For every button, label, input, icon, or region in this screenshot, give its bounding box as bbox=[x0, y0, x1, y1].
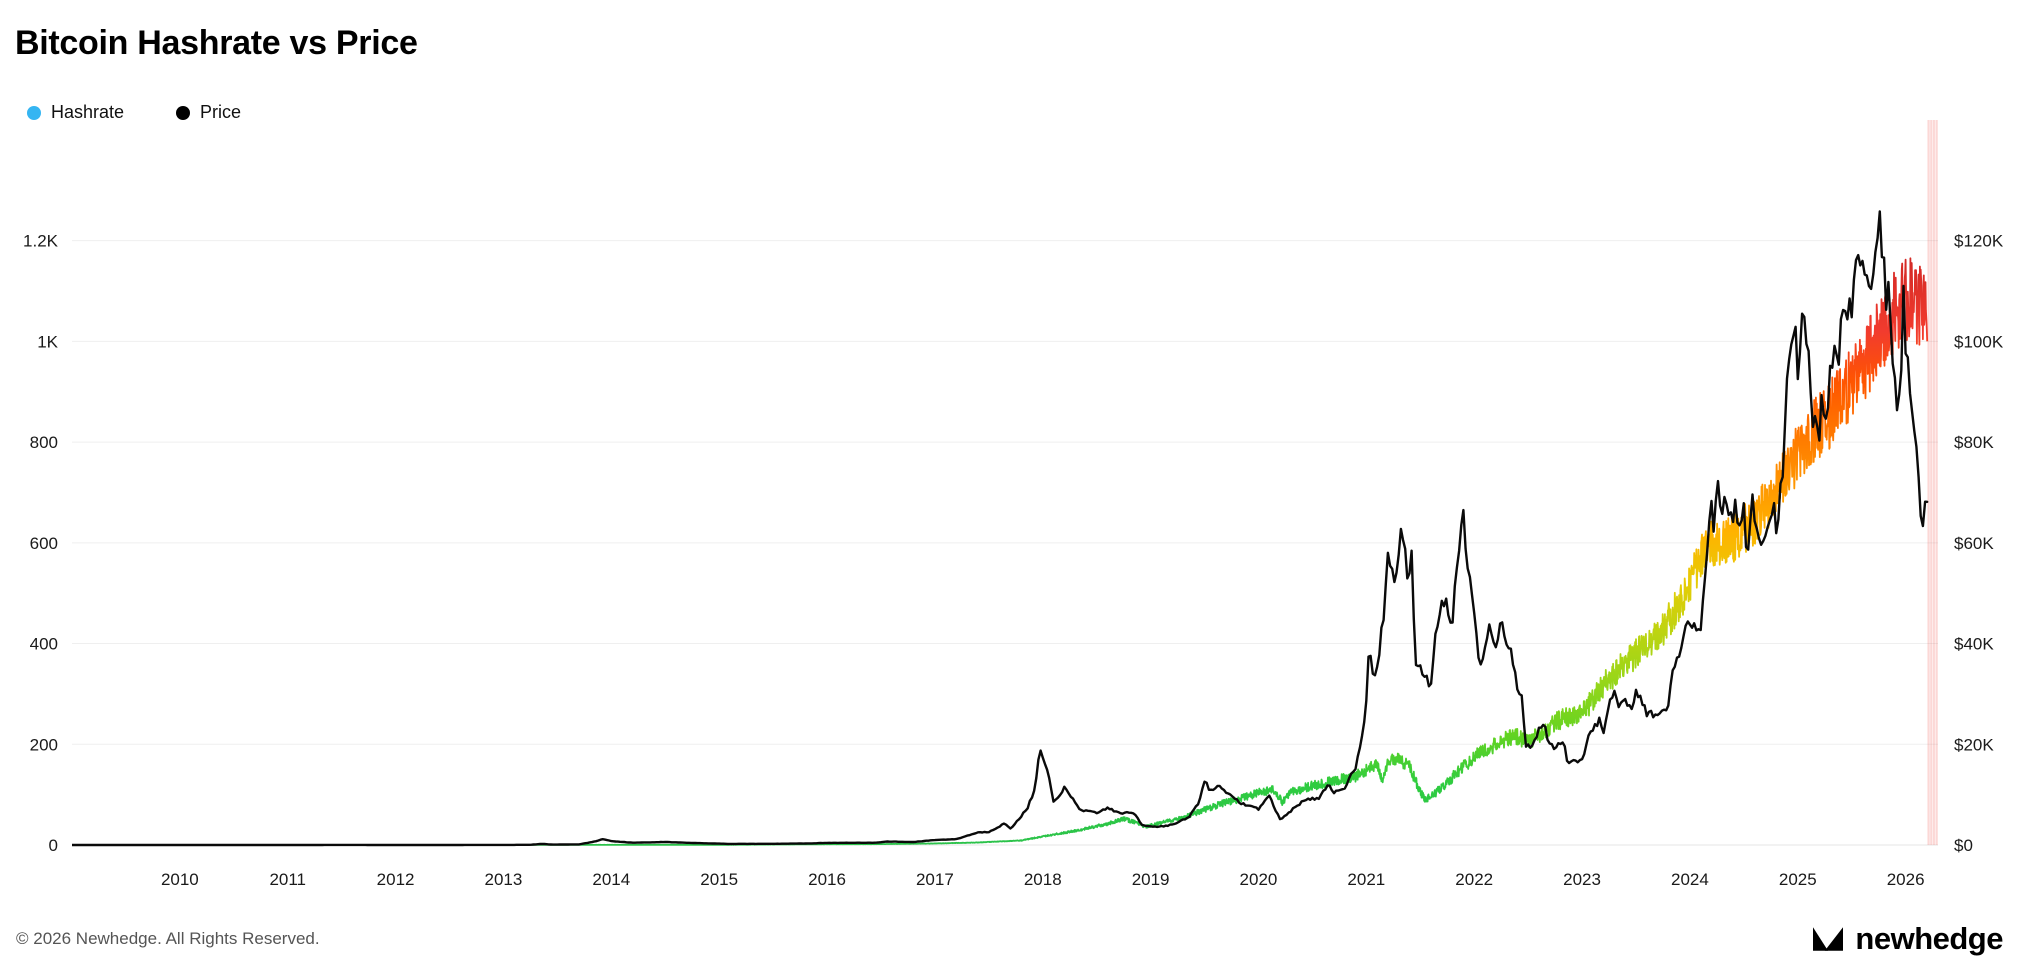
svg-text:2022: 2022 bbox=[1455, 870, 1493, 889]
svg-text:2015: 2015 bbox=[700, 870, 738, 889]
price-legend-label: Price bbox=[200, 102, 242, 122]
hashrate-vs-price-chart[interactable]: 0 200 400 600 800 1K 1.2K $0 $20K $40K $60K $80K $10… bbox=[0, 0, 2025, 915]
svg-text:2013: 2013 bbox=[485, 870, 523, 889]
svg-text:$0: $0 bbox=[1954, 836, 1973, 855]
newhedge-logo[interactable]: newhedge bbox=[1810, 921, 2003, 957]
svg-text:1.2K: 1.2K bbox=[23, 232, 59, 251]
svg-text:$80K: $80K bbox=[1954, 433, 1994, 452]
newhedge-logo-text: newhedge bbox=[1855, 921, 2003, 956]
svg-text:2016: 2016 bbox=[808, 870, 846, 889]
svg-text:2025: 2025 bbox=[1779, 870, 1817, 889]
svg-text:2014: 2014 bbox=[592, 870, 630, 889]
legend-item-hashrate[interactable]: Hashrate bbox=[27, 102, 124, 123]
svg-text:2023: 2023 bbox=[1563, 870, 1601, 889]
price-legend-dot bbox=[176, 105, 191, 120]
svg-text:400: 400 bbox=[30, 635, 58, 654]
svg-text:2026: 2026 bbox=[1887, 870, 1925, 889]
svg-text:2012: 2012 bbox=[377, 870, 415, 889]
svg-text:1K: 1K bbox=[37, 332, 58, 351]
svg-text:2021: 2021 bbox=[1347, 870, 1385, 889]
svg-text:$20K: $20K bbox=[1954, 735, 1994, 754]
svg-text:$60K: $60K bbox=[1954, 534, 1994, 553]
svg-text:$120K: $120K bbox=[1954, 232, 2004, 251]
svg-text:2019: 2019 bbox=[1132, 870, 1170, 889]
svg-text:$40K: $40K bbox=[1954, 635, 1994, 654]
svg-text:800: 800 bbox=[30, 433, 58, 452]
svg-text:200: 200 bbox=[30, 735, 58, 754]
svg-text:0: 0 bbox=[49, 836, 58, 855]
svg-text:2020: 2020 bbox=[1240, 870, 1278, 889]
svg-text:2017: 2017 bbox=[916, 870, 954, 889]
legend-item-price[interactable]: Price bbox=[176, 102, 241, 123]
chart-canvas[interactable]: 0 200 400 600 800 1K 1.2K $0 $20K $40K $60K $80K $10… bbox=[0, 0, 2025, 915]
svg-text:2010: 2010 bbox=[161, 870, 199, 889]
hashrate-legend-dot bbox=[27, 105, 41, 120]
copyright-text: © 2026 Newhedge. All Rights Reserved. bbox=[16, 929, 320, 948]
hashrate-legend-label: Hashrate bbox=[51, 102, 125, 122]
legend: Hashrate Price bbox=[27, 102, 241, 123]
svg-text:2011: 2011 bbox=[269, 870, 306, 889]
svg-text:2024: 2024 bbox=[1671, 870, 1709, 889]
svg-text:$100K: $100K bbox=[1954, 332, 2004, 351]
svg-text:2018: 2018 bbox=[1024, 870, 1062, 889]
page-title: Bitcoin Hashrate vs Price bbox=[15, 24, 418, 62]
newhedge-logo-icon bbox=[1810, 924, 1846, 954]
svg-text:600: 600 bbox=[30, 534, 58, 553]
